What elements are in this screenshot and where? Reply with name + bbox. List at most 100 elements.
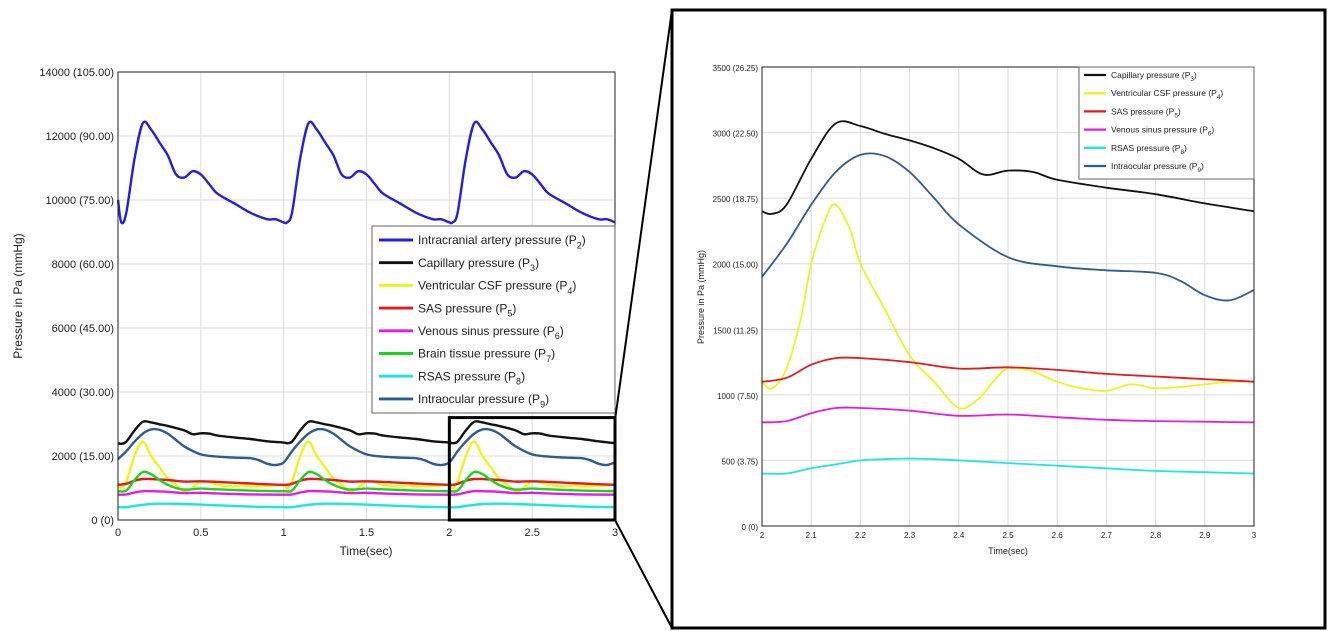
zoom-legend-text: Venous sinus pressure (P [1111, 125, 1208, 135]
zoom-box [447, 416, 617, 522]
zoom-y-tick-label: 2000 (15.00) [713, 261, 759, 270]
zoom-y-tick-label: 3500 (26.25) [713, 64, 759, 73]
zoom-legend-subscript: 8 [1180, 149, 1184, 156]
zoom-legend-text: SAS pressure (P [1111, 106, 1175, 116]
main-series-lines [116, 120, 616, 509]
main-legend-text: Ventricular CSF pressure (P [418, 279, 567, 293]
zoom-plot-border [761, 66, 1255, 527]
main-ticks: 0 0.5 1 1.5 2 2.5 3 0 (0) 2000 (15.00) 4000 (30.0… [39, 67, 618, 539]
main-series-intraocular-pressure-p9 [117, 427, 616, 467]
main-y-tick-label: 4000 (30.00) [52, 387, 114, 399]
zoom-legend-text: Capillary pressure (P [1111, 70, 1191, 80]
main-x-tick-label: 1.5 [359, 527, 374, 539]
main-legend-text: Capillary pressure (P [418, 256, 530, 270]
zoom-series-rsas-pressure-p8 [761, 457, 1255, 475]
zoom-legend-close-paren: ) [1184, 143, 1187, 153]
zoom-legend-close-paren: ) [1201, 161, 1204, 171]
main-x-axis-label: Time(sec) [340, 544, 393, 558]
main-series-sas-pressure-p5 [117, 477, 616, 487]
zoom-chart: 2 2.1 2.2 2.3 2.4 2.5 2.6 2.7 2.8 2.9 3 0 (0) 500 (3… [670, 8, 1327, 630]
zoom-series-venous-sinus-pressure-p6 [761, 406, 1255, 424]
main-y-tick-label: 14000 (105.00) [39, 67, 114, 79]
main-legend-text: Venous sinus pressure (P [418, 324, 555, 338]
main-y-tick-label: 10000 (75.00) [46, 195, 115, 207]
main-legend-label: Intracranial artery pressure (P2) [418, 233, 586, 250]
zoom-x-tick-label: 2.6 [1052, 531, 1064, 540]
zoom-x-tick-label: 2.7 [1101, 531, 1113, 540]
main-legend-close-paren: ) [582, 233, 586, 247]
zoom-legend-subscript: 9 [1197, 167, 1201, 174]
main-series-rsas-pressure-p8 [117, 502, 616, 509]
main-legend-close-paren: ) [551, 347, 555, 361]
zoom-legend-text: Ventricular CSF pressure (P [1111, 88, 1217, 98]
main-legend-label: Venous sinus pressure (P6) [418, 324, 564, 341]
zoom-legend-close-paren: ) [1178, 106, 1181, 116]
main-legend-subscript: 9 [540, 399, 545, 409]
zoom-series-lines [761, 120, 1255, 475]
main-legend-box [371, 225, 616, 414]
main-chart: 0 0.5 1 1.5 2 2.5 3 0 (0) 2000 (15.00) 4000 (30.0… [11, 67, 618, 558]
main-legend-label: RSAS pressure (P8) [418, 369, 525, 386]
zoom-legend-label: Ventricular CSF pressure (P4) [1111, 88, 1223, 101]
main-y-tick-label: 2000 (15.00) [52, 451, 114, 463]
zoom-y-tick-label: 0 (0) [742, 523, 759, 532]
main-legend-text: Intraocular pressure (P [418, 392, 540, 406]
main-x-tick-label: 0 [115, 527, 121, 539]
main-y-tick-label: 8000 (60.00) [52, 259, 114, 271]
zoom-y-tick-label: 1000 (7.50) [717, 392, 758, 401]
zoom-x-tick-label: 2.4 [953, 531, 965, 540]
main-series-brain-tissue-pressure-p7 [117, 470, 616, 493]
main-legend-subscript: 4 [567, 286, 572, 296]
zoom-x-tick-label: 2.1 [806, 531, 818, 540]
main-legend-close-paren: ) [521, 369, 525, 383]
main-legend: Intracranial artery pressure (P2) Capilla… [371, 225, 616, 414]
main-legend-label: Brain tissue pressure (P7) [418, 347, 555, 364]
main-legend-subscript: 8 [516, 377, 521, 387]
main-y-tick-label: 0 (0) [91, 515, 114, 527]
zoom-x-tick-label: 2.3 [904, 531, 916, 540]
zoom-connector-top [614, 9, 673, 421]
main-x-tick-label: 0.5 [193, 527, 208, 539]
main-legend-text: RSAS pressure (P [418, 369, 516, 383]
zoom-y-tick-label: 1500 (11.25) [713, 326, 758, 335]
zoom-legend-close-paren: ) [1194, 70, 1197, 80]
zoom-x-tick-label: 2.8 [1150, 531, 1162, 540]
main-legend-subscript: 3 [530, 263, 535, 273]
main-x-tick-label: 3 [612, 527, 618, 539]
main-legend-close-paren: ) [572, 279, 576, 293]
zoom-x-tick-label: 2 [760, 531, 765, 540]
main-x-tick-label: 2 [446, 527, 452, 539]
main-series-venous-sinus-pressure-p6 [117, 489, 616, 496]
zoom-y-tick-label: 500 (3.75) [722, 457, 759, 466]
main-legend-close-paren: ) [512, 301, 516, 315]
zoom-legend-subscript: 4 [1217, 94, 1221, 101]
main-legend-text: Brain tissue pressure (P [418, 347, 546, 361]
zoom-series-intraocular-pressure-p9 [761, 152, 1255, 302]
zoom-legend-subscript: 3 [1190, 76, 1194, 83]
main-y-tick-label: 12000 (90.00) [46, 131, 115, 143]
zoom-legend-label: SAS pressure (P5) [1111, 106, 1181, 119]
zoom-legend-subscript: 5 [1174, 112, 1178, 119]
zoom-x-tick-label: 2.2 [855, 531, 867, 540]
main-legend-subscript: 6 [555, 331, 560, 341]
zoom-y-tick-label: 2500 (18.75) [713, 195, 759, 204]
zoom-legend-label: RSAS pressure (P8) [1111, 143, 1187, 156]
zoom-series-ventricular-csf-pressure-p4 [761, 203, 1255, 410]
main-legend-text: Intracranial artery pressure (P [418, 233, 577, 247]
main-y-tick-label: 6000 (45.00) [52, 323, 114, 335]
main-series-intracranial-artery-pressure-p2 [116, 120, 616, 225]
zoom-series-sas-pressure-p5 [761, 356, 1255, 383]
zoom-legend-label: Intraocular pressure (P9) [1111, 161, 1204, 174]
zoom-legend-close-paren: ) [1220, 88, 1223, 98]
zoom-x-tick-label: 2.5 [1002, 531, 1014, 540]
zoom-legend-subscript: 6 [1208, 131, 1212, 138]
zoom-x-axis-label: Time(sec) [988, 546, 1028, 556]
main-legend-text: SAS pressure (P [418, 301, 507, 315]
zoom-y-tick-label: 3000 (22.50) [713, 130, 759, 139]
main-legend-subscript: 7 [546, 354, 551, 364]
main-legend-label: Capillary pressure (P3) [418, 256, 539, 273]
main-legend-close-paren: ) [535, 256, 539, 270]
zoom-connector-bottom [614, 519, 673, 629]
main-y-axis-label: Pressure in Pa (mmHg) [11, 233, 25, 358]
